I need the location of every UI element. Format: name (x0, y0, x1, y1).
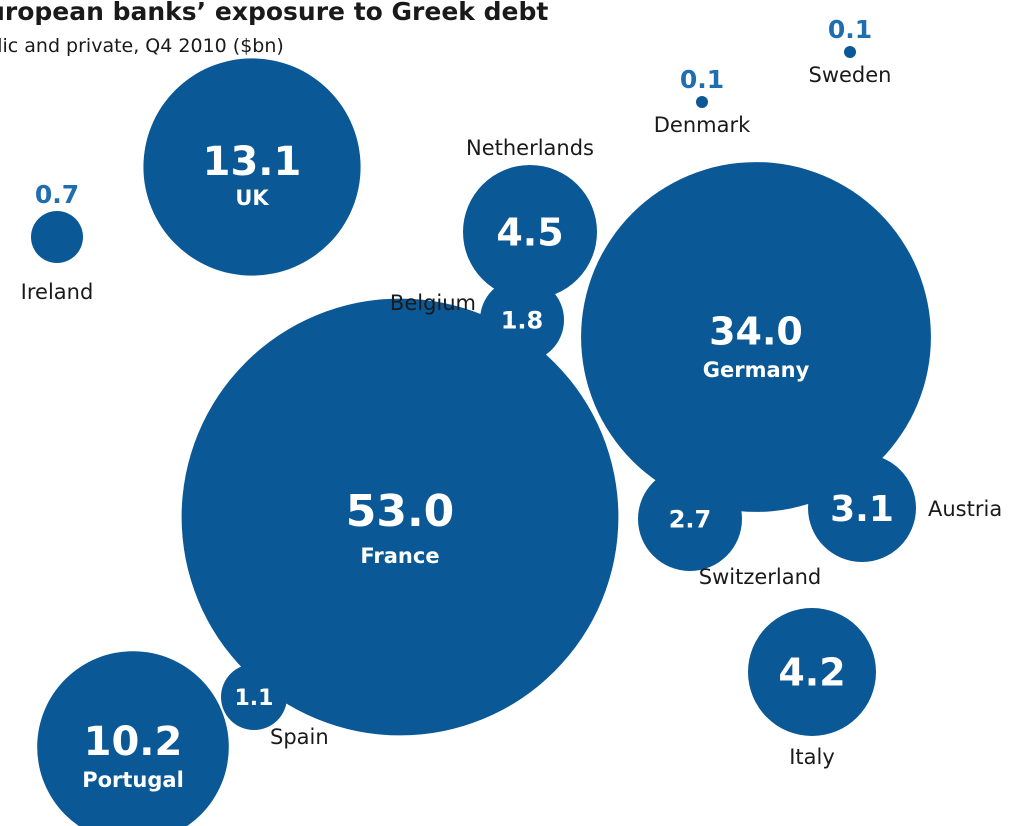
bubble-label-belgium: Belgium (390, 291, 476, 315)
bubble-label-france: France (360, 544, 439, 568)
chart-subtitle: Public and private, Q4 2010 ($bn) (0, 35, 284, 57)
bubble-value-belgium: 1.8 (501, 307, 544, 335)
bubble-france: 53.0 France (181, 298, 619, 736)
bubble-label-sweden: Sweden (809, 63, 892, 87)
bubble-netherlands: 4.5 Netherlands (463, 136, 597, 299)
bubble-label-switzerland: Switzerland (699, 565, 822, 589)
bubble-portugal: 10.2 Portugal (37, 651, 229, 826)
bubble-value-denmark: 0.1 (680, 65, 724, 94)
bubble-circle-italy (748, 608, 876, 736)
bubble-label-portugal: Portugal (82, 768, 184, 792)
bubble-belgium: 1.8 Belgium (390, 278, 564, 362)
bubble-label-denmark: Denmark (654, 113, 751, 137)
bubble-value-portugal: 10.2 (84, 719, 183, 765)
bubble-circle-spain (221, 664, 287, 730)
bubble-circle-ireland (31, 211, 83, 263)
bubble-uk: 13.1UK (143, 58, 361, 276)
bubble-italy: 4.2 Italy (748, 608, 876, 769)
bubble-circle-portugal (37, 651, 229, 826)
bubble-circle-netherlands (463, 165, 597, 299)
bubble-circle-sweden (844, 46, 856, 58)
bubble-label-netherlands: Netherlands (466, 136, 594, 160)
bubble-label-germany: Germany (703, 358, 810, 382)
bubble-value-austria: 3.1 (830, 489, 894, 530)
bubble-value-ireland: 0.7 (35, 180, 79, 209)
bubble-switzerland: 2.7 Switzerland (638, 467, 821, 589)
bubble-value-germany: 34.0 (709, 310, 803, 354)
bubble-austria: 3.1 Austria (808, 454, 1002, 562)
chart-title: European banks’ exposure to Greek debt (0, 0, 548, 26)
bubble-circle-denmark (696, 96, 708, 108)
bubble-circle-austria (808, 454, 916, 562)
bubble-circle-france (181, 298, 619, 736)
bubble-value-sweden: 0.1 (828, 15, 872, 44)
bubble-ireland: 0.7 Ireland (21, 180, 94, 304)
bubble-spain: 1.1 Spain (221, 664, 329, 749)
bubble-value-uk: 13.1 (203, 139, 302, 185)
bubble-label-austria: Austria (928, 497, 1002, 521)
bubble-circle-germany (581, 162, 931, 512)
bubble-label-uk: UK (235, 186, 269, 210)
bubble-label-spain: Spain (270, 725, 329, 749)
bubble-circle-switzerland (638, 467, 742, 571)
bubbles-group: 53.0 France 34.0 Germany 13.1UK 10.2 Portugal 4… (21, 15, 1002, 826)
bubble-label-ireland: Ireland (21, 280, 94, 304)
bubble-value-italy: 4.2 (778, 651, 845, 695)
bubble-value-switzerland: 2.7 (669, 506, 712, 534)
bubble-sweden: 0.1 Sweden (809, 15, 892, 87)
bubble-value-netherlands: 4.5 (496, 211, 563, 255)
bubble-value-france: 53.0 (346, 486, 455, 537)
bubble-circle-belgium (480, 278, 564, 362)
bubble-label-italy: Italy (789, 745, 835, 769)
bubble-value-spain: 1.1 (235, 686, 274, 711)
bubble-denmark: 0.1 Denmark (654, 65, 751, 137)
bubble-circle-uk (143, 58, 361, 276)
bubble-germany: 34.0 Germany (581, 162, 931, 512)
